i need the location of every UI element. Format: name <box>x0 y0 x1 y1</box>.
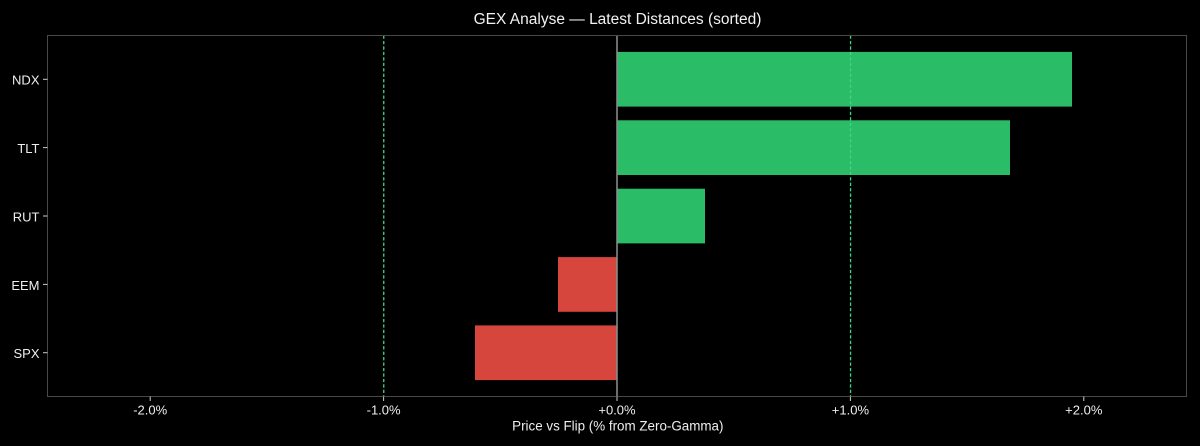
svg-text:Price vs Flip (% from Zero-Gam: Price vs Flip (% from Zero-Gamma) <box>512 418 723 433</box>
svg-text:-2.0%: -2.0% <box>133 403 167 418</box>
svg-text:NDX: NDX <box>12 73 40 88</box>
svg-text:+2.0%: +2.0% <box>1065 403 1103 418</box>
svg-text:GEX Analyse — Latest Distances: GEX Analyse — Latest Distances (sorted) <box>474 11 762 28</box>
svg-text:SPX: SPX <box>13 346 39 361</box>
svg-text:+1.0%: +1.0% <box>832 403 870 418</box>
svg-text:-1.0%: -1.0% <box>367 403 401 418</box>
svg-text:TLT: TLT <box>17 141 39 156</box>
svg-text:RUT: RUT <box>13 209 40 224</box>
svg-text:+0.0%: +0.0% <box>598 403 636 418</box>
svg-text:EEM: EEM <box>11 278 39 293</box>
